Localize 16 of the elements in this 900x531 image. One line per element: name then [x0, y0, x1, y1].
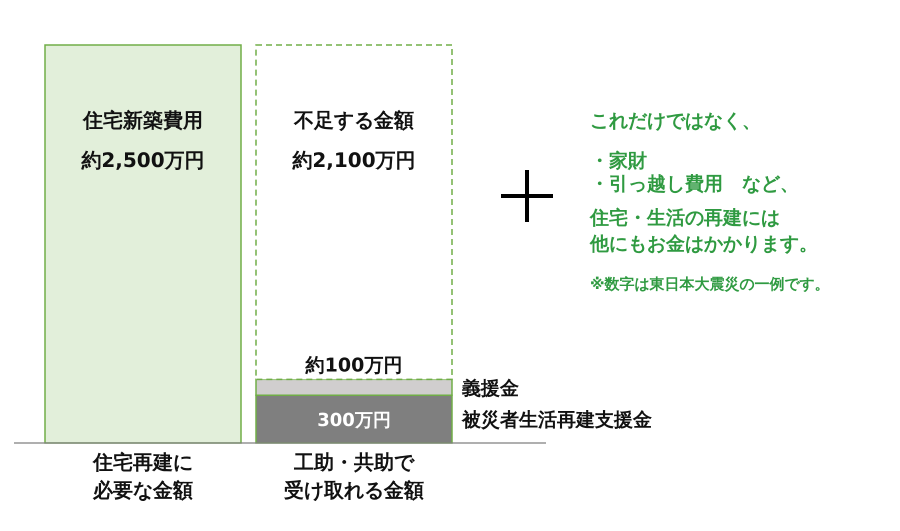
series-label: 被災者生活再建支援金 [461, 409, 652, 432]
series-label: 住宅新築費用 [82, 108, 203, 132]
series-label: 義援金 [461, 377, 519, 400]
text: これだけではなく、 [590, 110, 761, 132]
text: 他にもお金はかかります。 [589, 233, 818, 255]
text: ・引っ越し費用 など、 [590, 173, 799, 195]
data-label: 300万円 [317, 410, 391, 432]
data-label: 約2,100万円 [291, 148, 416, 172]
data-label: 約100万円 [304, 354, 402, 376]
text: ※数字は東日本大震災の一例です。 [590, 275, 830, 293]
x-tick-label: 住宅再建に必要な金額 [92, 450, 193, 502]
text: ・家財 [590, 150, 647, 172]
text: 住宅・生活の再建には [589, 207, 780, 229]
x-tick-label: 工助・共助で受け取れる金額 [284, 450, 424, 502]
data-label: 約2,500万円 [80, 148, 205, 172]
series-label: 不足する金額 [293, 108, 414, 132]
